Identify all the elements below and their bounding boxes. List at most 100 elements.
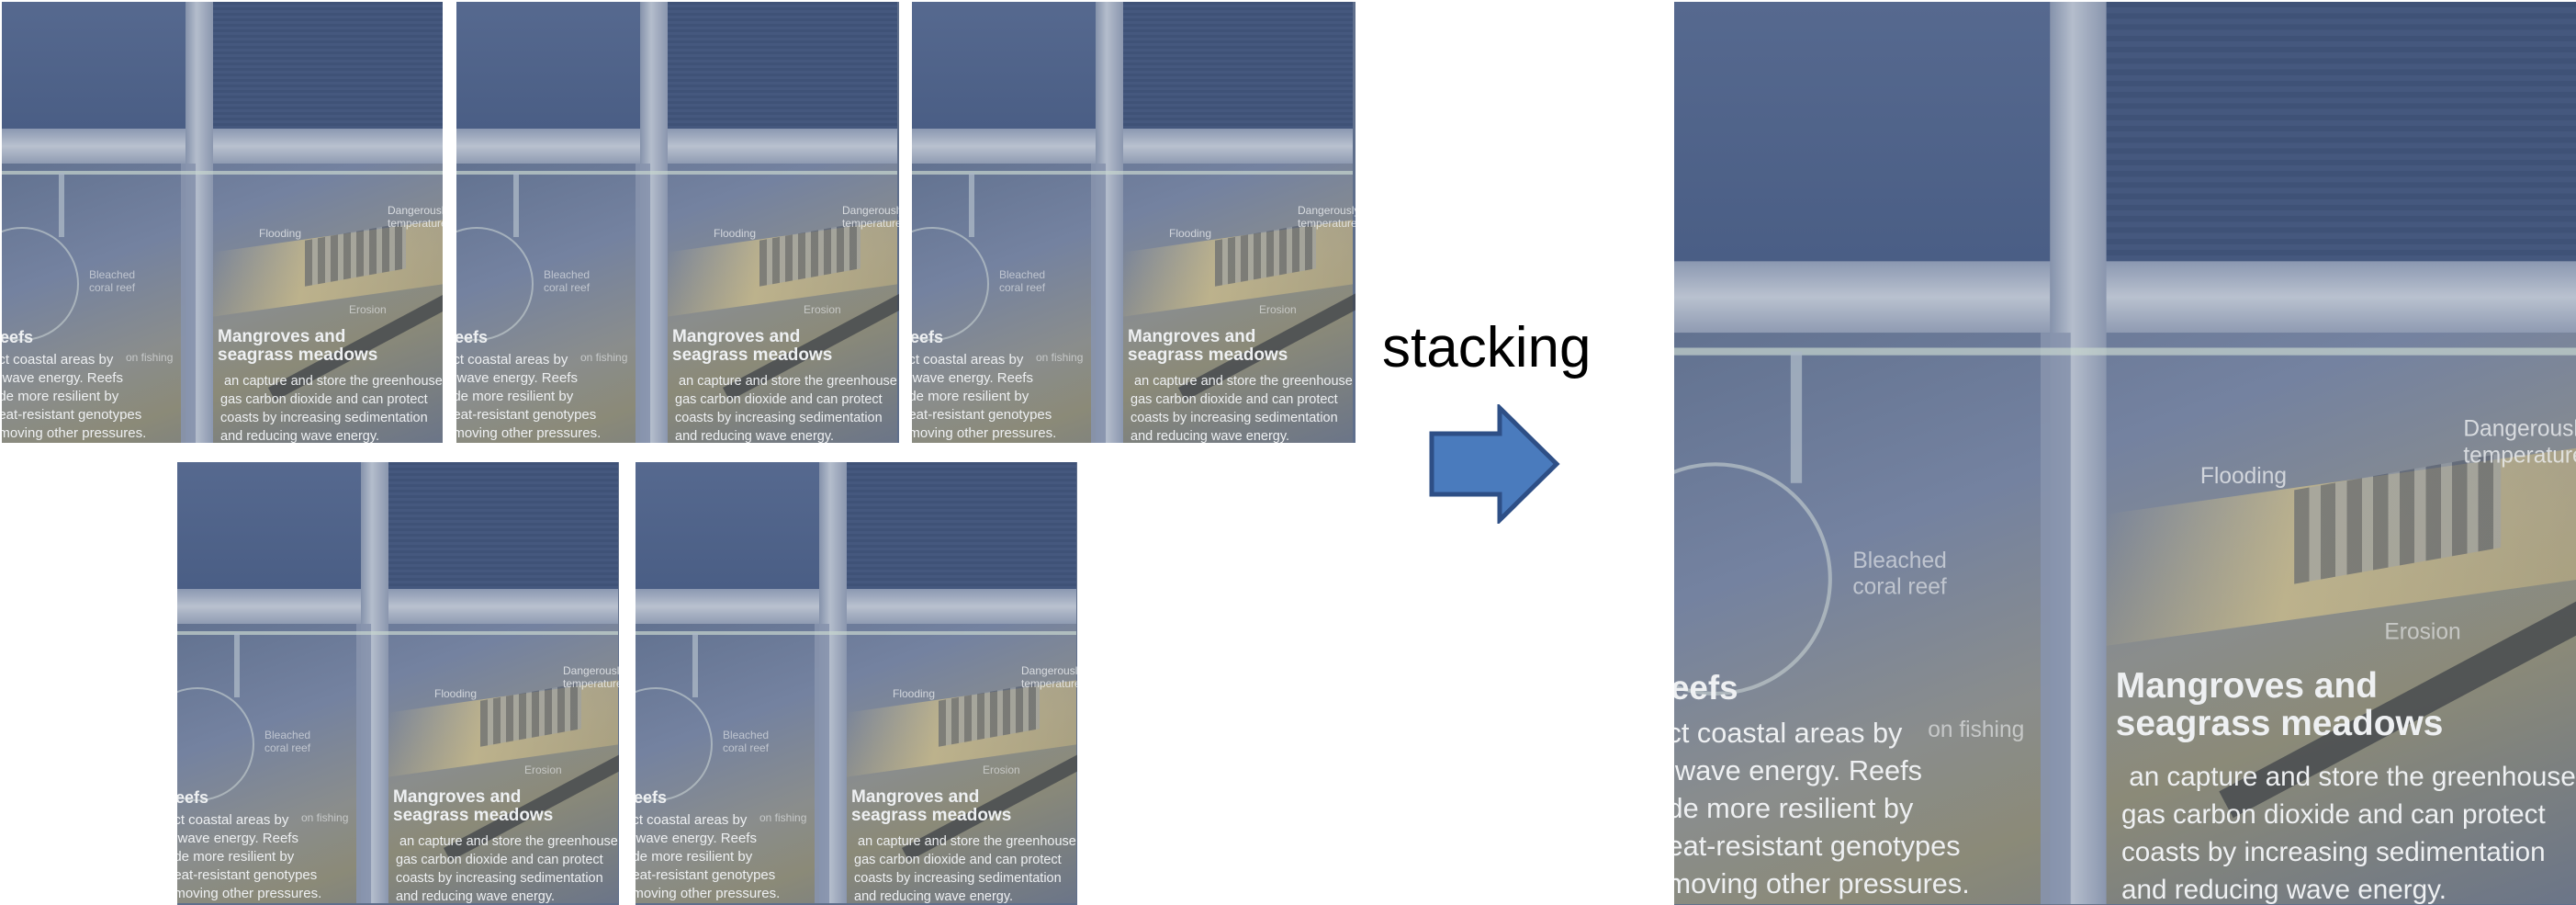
window-pane [388, 462, 618, 589]
temperature-text: Dangerously htemperatures [563, 664, 619, 690]
temperature-text-line: temperatures [1298, 217, 1355, 230]
bleached-text: Bleached coral reef [999, 268, 1045, 294]
reefs-line: g wave energy. Reefs [177, 831, 298, 846]
reefs-heading: eefs [912, 328, 944, 346]
bleached-text: Bleached coral reef [544, 268, 590, 294]
reefs-line: ect coastal areas by [177, 812, 289, 828]
temperature-text-line: Dangerously h [563, 664, 619, 677]
bleached-text-line: coral reef [999, 281, 1046, 294]
reefs-line: emoving other pressures. [177, 886, 322, 901]
bleached-text-line: Bleached [544, 268, 591, 281]
window-pane [456, 2, 640, 129]
mangrove-heading-line: seagrass meadows [2115, 705, 2444, 745]
input-frame-1: Flooding Dangerously htemperatures Bleac… [2, 2, 443, 443]
window-mullion [456, 129, 897, 164]
reefs-body: ect coastal areas by g wave energy. Reef… [1674, 716, 1970, 904]
reefs-line: emoving other pressures. [636, 886, 781, 901]
mangrove-line: gas carbon dioxide and can protect [675, 392, 883, 407]
window-mullion [2040, 333, 2071, 905]
bleached-text-line: coral reef [89, 281, 136, 294]
mangrove-line: gas carbon dioxide and can protect [396, 853, 603, 867]
flooding-text: Flooding [259, 227, 302, 240]
mangrove-body: an capture and store the greenhouse gas … [1131, 372, 1353, 443]
mangrove-heading-line: seagrass meadows [1128, 345, 1288, 365]
erosion-text: Erosion [349, 303, 387, 316]
temperature-text-line: Dangerously h [842, 204, 899, 217]
window-mullion [181, 164, 196, 443]
reefs-line: ade more resilient by [636, 849, 753, 865]
pole [692, 633, 698, 697]
mangrove-heading-line: seagrass meadows [851, 806, 1012, 825]
mangrove-line: gas carbon dioxide and can protect [220, 392, 428, 407]
temperature-text-line: temperatures [563, 677, 619, 690]
reefs-line: ect coastal areas by [456, 352, 568, 368]
bleached-text-line: coral reef [1852, 572, 1947, 600]
temperature-text-line: temperatures [388, 217, 443, 230]
input-frame-4: Flooding Dangerously htemperatures Bleac… [177, 462, 619, 905]
mangrove-heading-line: Mangroves and [218, 327, 346, 346]
fishing-text: on fishing [126, 351, 174, 364]
waterline [636, 631, 1076, 635]
bleached-text-line: Bleached [999, 268, 1046, 281]
scene: Flooding Dangerously htemperatures Bleac… [1674, 2, 2576, 905]
pole [969, 173, 974, 237]
mangrove-heading-line: Mangroves and [1128, 327, 1256, 346]
mangrove-body: an capture and store the greenhouse gas … [675, 372, 897, 443]
reefs-line: ect coastal areas by [636, 812, 748, 828]
erosion-text: Erosion [983, 764, 1020, 776]
window-pane [177, 462, 361, 589]
bleached-text: Bleached coral reef [89, 268, 135, 294]
mangrove-heading-line: Mangroves and [393, 787, 522, 807]
mangrove-heading: Mangroves and seagrass meadows [672, 328, 832, 365]
reefs-line: emoving other pressures. [1674, 868, 1970, 900]
mangrove-heading: Mangroves and seagrass meadows [2115, 668, 2444, 745]
mangrove-heading: Mangroves and seagrass meadows [218, 328, 377, 365]
reefs-body: ect coastal areas by g wave energy. Reef… [177, 811, 321, 903]
reefs-line: emoving other pressures. [2, 425, 147, 441]
mangrove-line: and reducing wave energy. [396, 889, 556, 904]
flooding-text: Flooding [2199, 462, 2288, 489]
mangrove-heading-line: Mangroves and [672, 327, 801, 346]
mangrove-line: an capture and store the greenhouse [1134, 374, 1353, 389]
reefs-body: ect coastal areas by g wave energy. Reef… [2, 351, 146, 443]
temperature-text-line: Dangerously h [1298, 204, 1355, 217]
reefs-line: g wave energy. Reefs [636, 831, 757, 846]
bleached-text: Bleached coral reef [1852, 547, 1946, 599]
reefs-line: g wave energy. Reefs [1674, 755, 1923, 788]
temperature-text: Dangerously htemperatures [388, 204, 443, 230]
mangrove-line: an capture and store the greenhouse [399, 834, 618, 849]
window-mullion [177, 589, 618, 624]
window-mullion [2, 129, 443, 164]
window-mullion [1091, 164, 1106, 443]
temperature-text: Dangerously htemperatures [842, 204, 899, 230]
fishing-text: on fishing [1928, 716, 2025, 743]
pole [59, 173, 64, 237]
pole [1790, 351, 1803, 483]
reefs-heading: eefs [456, 328, 489, 346]
mangrove-line: coasts by increasing sedimentation [396, 871, 603, 886]
flooding-text: Flooding [893, 687, 936, 700]
mangrove-line: coasts by increasing sedimentation [675, 411, 883, 425]
window-pane [213, 2, 443, 129]
temperature-text: Dangerously htemperatures [1021, 664, 1077, 690]
scene: Flooding Dangerously htemperatures Bleac… [2, 2, 443, 443]
reefs-line: heat-resistant genotypes [1674, 831, 1961, 864]
window-mullion [912, 129, 1353, 164]
erosion-text: Erosion [1259, 303, 1297, 316]
mangrove-body: an capture and store the greenhouse gas … [854, 832, 1076, 905]
mangrove-body: an capture and store the greenhouse gas … [220, 372, 443, 443]
window-pane [2106, 2, 2576, 262]
mangrove-line: coasts by increasing sedimentation [854, 871, 1062, 886]
bleached-text-line: Bleached [1852, 547, 1947, 573]
input-frame-2: Flooding Dangerously htemperatures Bleac… [456, 2, 899, 443]
window-pane [1123, 2, 1353, 129]
flooding-text: Flooding [714, 227, 757, 240]
reefs-line: ade more resilient by [1674, 793, 1914, 826]
reefs-body: ect coastal areas by g wave energy. Reef… [456, 351, 601, 443]
bleached-text: Bleached coral reef [264, 729, 310, 754]
waterline [1674, 347, 2576, 356]
mangrove-line: an capture and store the greenhouse [679, 374, 897, 389]
reefs-line: ect coastal areas by [1674, 718, 1903, 751]
mangrove-heading-line: seagrass meadows [393, 806, 554, 825]
reefs-line: emoving other pressures. [912, 425, 1057, 441]
